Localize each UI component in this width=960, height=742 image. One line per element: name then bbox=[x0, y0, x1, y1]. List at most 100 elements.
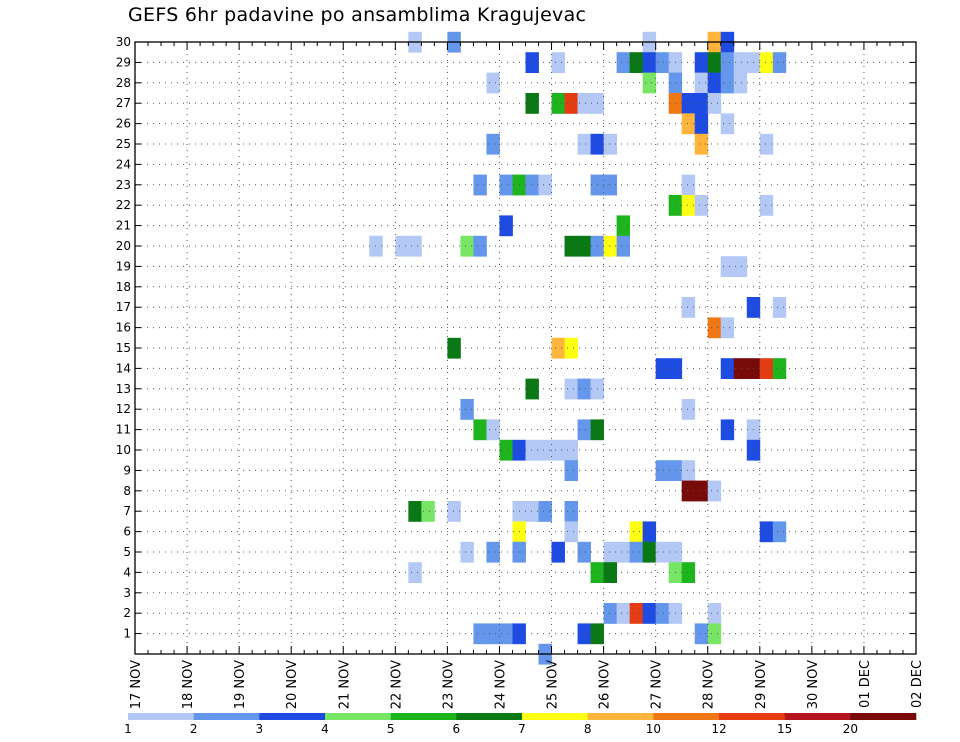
heatmap-cell bbox=[694, 93, 709, 114]
heatmap-cell bbox=[564, 235, 578, 257]
heatmap-cell bbox=[577, 378, 591, 400]
y-tick-label: 3 bbox=[123, 586, 131, 600]
heatmap-cell bbox=[694, 195, 709, 216]
heatmap-cell bbox=[395, 235, 409, 257]
y-tick-label: 7 bbox=[123, 504, 131, 518]
heatmap-cell bbox=[486, 541, 500, 563]
heatmap-cell bbox=[642, 521, 657, 543]
y-tick-label: 4 bbox=[123, 565, 131, 579]
heatmap-cell bbox=[564, 460, 578, 481]
heatmap-cell bbox=[616, 235, 631, 257]
heatmap-cell bbox=[564, 337, 578, 359]
heatmap-cell bbox=[694, 623, 709, 645]
legend-label: 6 bbox=[453, 722, 461, 736]
heatmap-cell bbox=[707, 603, 722, 624]
heatmap-cell bbox=[486, 133, 500, 155]
heatmap-cell bbox=[369, 235, 383, 257]
y-tick-label: 2 bbox=[123, 606, 131, 620]
x-tick-label: 02 DEC bbox=[910, 660, 925, 708]
heatmap-cell bbox=[642, 52, 657, 73]
heatmap-cell bbox=[694, 72, 709, 94]
heatmap-cell bbox=[525, 52, 539, 73]
y-tick-label: 25 bbox=[116, 137, 131, 151]
heatmap-cell bbox=[707, 317, 722, 339]
heatmap-cell bbox=[603, 235, 618, 257]
heatmap-cell bbox=[538, 439, 552, 461]
heatmap-cell bbox=[551, 439, 565, 461]
heatmap-cell bbox=[499, 439, 513, 461]
heatmap-cell bbox=[759, 358, 774, 379]
heatmap-cell bbox=[499, 623, 513, 645]
chart-title: GEFS 6hr padavine po ansamblima Kragujev… bbox=[128, 4, 587, 26]
y-tick-label: 26 bbox=[116, 117, 131, 131]
legend-swatch bbox=[390, 713, 457, 720]
legend-label: 3 bbox=[256, 722, 264, 736]
heatmap-cell bbox=[460, 541, 474, 563]
heatmap-cell bbox=[473, 623, 487, 645]
heatmap-cell bbox=[759, 195, 774, 216]
y-tick-label: 29 bbox=[116, 55, 131, 69]
heatmap-cell bbox=[772, 521, 787, 543]
heatmap-cell bbox=[681, 399, 696, 420]
heatmap-cell bbox=[720, 256, 735, 277]
legend-swatch bbox=[719, 713, 785, 720]
heatmap-cell bbox=[694, 133, 709, 155]
heatmap-cell bbox=[642, 541, 657, 563]
heatmap-cell bbox=[720, 419, 735, 441]
heatmap-cell bbox=[681, 297, 696, 318]
heatmap-cell bbox=[525, 501, 539, 522]
y-tick-label: 8 bbox=[123, 484, 131, 498]
y-tick-label: 23 bbox=[116, 178, 131, 192]
heatmap-cell bbox=[772, 358, 787, 379]
heatmap-cell bbox=[629, 541, 644, 563]
x-tick-label: 20 NOV bbox=[285, 660, 300, 709]
heatmap-cell bbox=[733, 72, 748, 94]
heatmap-cell bbox=[681, 460, 696, 481]
heatmap-cell bbox=[551, 93, 565, 114]
heatmap-cell bbox=[525, 378, 539, 400]
y-tick-label: 13 bbox=[116, 382, 131, 396]
heatmap-cell bbox=[694, 52, 709, 73]
x-tick-label: 01 DEC bbox=[858, 660, 873, 708]
heatmap-cell bbox=[772, 52, 787, 73]
legend-label: 12 bbox=[711, 722, 726, 736]
heatmap-cell bbox=[720, 52, 735, 73]
y-tick-label: 22 bbox=[116, 198, 131, 212]
heatmap-cell bbox=[694, 480, 709, 502]
x-tick-label: 19 NOV bbox=[233, 660, 248, 709]
y-tick-label: 16 bbox=[116, 321, 131, 335]
legend-label: 1 bbox=[124, 722, 132, 736]
heatmap-cell bbox=[564, 501, 578, 522]
y-tick-label: 14 bbox=[116, 361, 131, 375]
heatmap-cell bbox=[603, 174, 618, 196]
x-tick-label: 26 NOV bbox=[598, 660, 613, 709]
heatmap-cell bbox=[720, 113, 735, 135]
heatmap-cell bbox=[577, 419, 591, 441]
heatmap-cell bbox=[460, 235, 474, 257]
heatmap-cell bbox=[720, 317, 735, 339]
legend-label: 2 bbox=[190, 722, 198, 736]
heatmap-cell bbox=[733, 256, 748, 277]
heatmap-cell bbox=[629, 521, 644, 543]
heatmap-cell bbox=[707, 72, 722, 94]
heatmap-cell bbox=[564, 439, 578, 461]
heatmap-cell bbox=[629, 603, 644, 624]
x-tick-label: 24 NOV bbox=[493, 660, 508, 709]
heatmap-cell bbox=[577, 133, 591, 155]
heatmap-cell bbox=[447, 337, 461, 359]
heatmap-cell bbox=[642, 603, 657, 624]
heatmap-cell bbox=[486, 72, 500, 94]
heatmap-cell bbox=[564, 93, 578, 114]
legend-label: 8 bbox=[584, 722, 592, 736]
legend-swatch bbox=[653, 713, 720, 720]
heatmap-cell bbox=[772, 297, 787, 318]
legend-label: 4 bbox=[321, 722, 329, 736]
legend-swatch bbox=[325, 713, 391, 720]
heatmap-cell bbox=[720, 358, 735, 379]
heatmap-cell bbox=[603, 133, 618, 155]
y-tick-label: 6 bbox=[123, 525, 131, 539]
heatmap-cell bbox=[655, 52, 670, 73]
legend-swatch bbox=[587, 713, 654, 720]
heatmap-cell bbox=[408, 235, 422, 257]
heatmap-cell bbox=[759, 52, 774, 73]
